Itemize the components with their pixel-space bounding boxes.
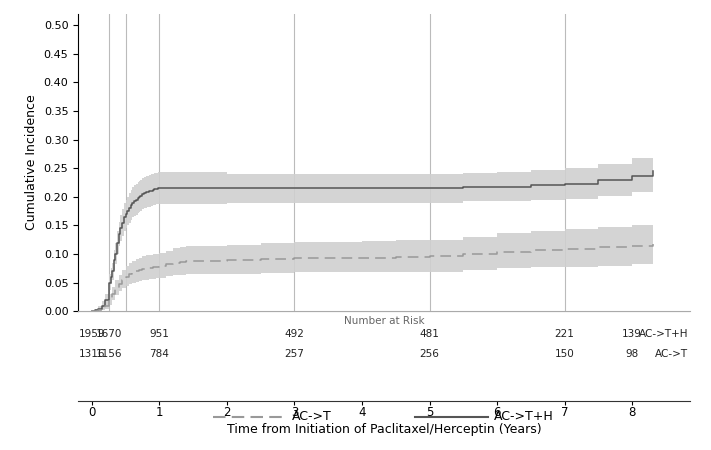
Text: 221: 221 [555, 329, 574, 339]
Text: 1316: 1316 [78, 349, 105, 359]
Text: 257: 257 [284, 349, 304, 359]
Text: AC->T+H: AC->T+H [638, 329, 688, 339]
Text: 98: 98 [626, 349, 639, 359]
Text: AC->T: AC->T [292, 410, 332, 423]
Text: 492: 492 [284, 329, 304, 339]
Text: 951: 951 [149, 329, 169, 339]
Text: 1156: 1156 [95, 349, 122, 359]
Y-axis label: Cumulative Incidence: Cumulative Incidence [25, 94, 38, 230]
Text: AC->T+H: AC->T+H [494, 410, 554, 423]
Text: AC->T: AC->T [656, 349, 688, 359]
Text: 784: 784 [149, 349, 169, 359]
Text: 256: 256 [419, 349, 439, 359]
Text: 1959: 1959 [78, 329, 105, 339]
Text: 139: 139 [622, 329, 642, 339]
Text: 150: 150 [555, 349, 574, 359]
Text: 1670: 1670 [95, 329, 122, 339]
Text: 481: 481 [419, 329, 439, 339]
X-axis label: Time from Initiation of Paclitaxel/Herceptin (Years): Time from Initiation of Paclitaxel/Herce… [227, 423, 541, 436]
Text: Number at Risk: Number at Risk [343, 316, 424, 326]
